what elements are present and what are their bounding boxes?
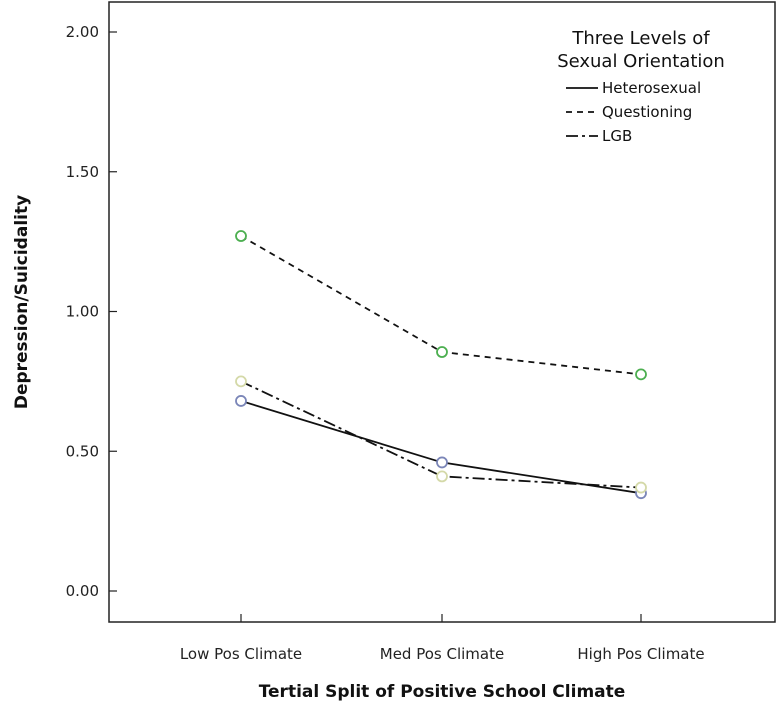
y-tick-label: 1.50: [66, 163, 99, 181]
data-point-questioning: [436, 346, 448, 358]
x-tick-label: Med Pos Climate: [380, 645, 504, 663]
x-axis-title: Tertial Split of Positive School Climate: [259, 682, 626, 702]
series-layer: [235, 230, 647, 500]
y-axis: 0.00 0.50 1.00 1.50 2.00: [66, 23, 117, 600]
data-point-questioning: [635, 368, 647, 381]
series-line-lgb: [240, 380, 642, 489]
data-point-lgb: [436, 470, 448, 483]
data-point-heterosexual: [235, 395, 247, 407]
x-axis: Low Pos Climate Med Pos Climate High Pos C…: [180, 614, 705, 663]
data-point-questioning: [235, 230, 247, 242]
x-tick-label: High Pos Climate: [577, 645, 704, 663]
y-tick-label: 2.00: [66, 23, 99, 41]
legend-label-questioning: Questioning: [602, 103, 692, 121]
y-tick-label: 0.50: [66, 442, 99, 460]
legend-label-heterosexual: Heterosexual: [602, 79, 701, 97]
legend-title-line2: Sexual Orientation: [557, 51, 725, 72]
legend-label-lgb: LGB: [602, 127, 632, 145]
y-tick-label: 1.00: [66, 303, 99, 321]
legend-title-line1: Three Levels of: [571, 28, 710, 49]
x-tick-label: Low Pos Climate: [180, 645, 302, 663]
plot-area-frame: [108, 1, 776, 623]
y-tick-label: 0.00: [66, 582, 99, 600]
y-axis-title: Depression/Suicidality: [12, 195, 32, 409]
legend: Three Levels of Sexual Orientation Heter…: [557, 28, 725, 145]
data-point-lgb: [235, 375, 247, 388]
data-point-lgb: [635, 481, 647, 494]
data-point-heterosexual: [436, 456, 448, 469]
